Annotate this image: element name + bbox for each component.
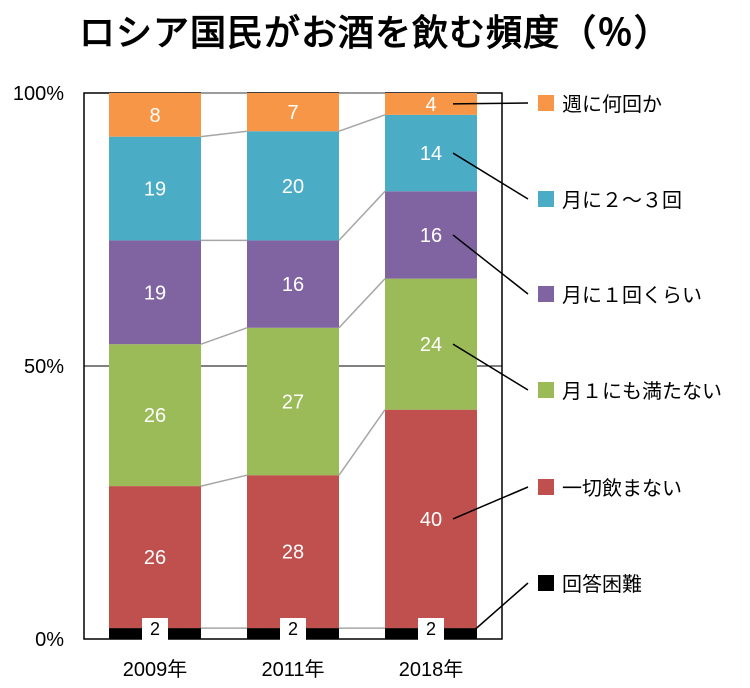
- legend-leader-line: [452, 486, 529, 520]
- legend-swatch: [538, 286, 554, 302]
- legend-leader-line: [452, 152, 529, 200]
- data-label: 24: [420, 334, 442, 356]
- y-tick-label: 100%: [13, 83, 64, 105]
- legend-swatch: [538, 382, 554, 398]
- bar-segment: [109, 344, 201, 487]
- data-label: 2: [426, 619, 436, 639]
- x-category-label: 2018年: [399, 658, 464, 681]
- legend-swatch: [538, 191, 554, 207]
- data-label-box: [280, 618, 306, 640]
- connector-line: [200, 130, 248, 138]
- x-category-label: 2011年: [261, 658, 324, 681]
- connector-line: [200, 474, 248, 487]
- data-label: 16: [282, 274, 304, 296]
- data-label: 40: [420, 509, 442, 531]
- legend-label: 月１にも満たない: [562, 379, 722, 403]
- bar-segment: [109, 136, 201, 241]
- data-label: 2: [288, 619, 298, 639]
- legend-label: 回答困難: [562, 572, 642, 596]
- bar-segment: [385, 191, 477, 279]
- data-label: 16: [420, 225, 442, 247]
- legend-leader-line: [452, 234, 529, 295]
- legend-swatch: [538, 95, 554, 111]
- bar-segment: [247, 327, 339, 476]
- legend-leader-line: [452, 343, 529, 391]
- data-label: 2: [150, 619, 160, 639]
- data-label: 26: [144, 405, 166, 427]
- x-category-label: 2009年: [123, 658, 188, 681]
- legend-label: 月に１回くらい: [562, 283, 702, 307]
- connector-line: [338, 409, 386, 476]
- bar-segment: [247, 93, 339, 132]
- legend-leader-line: [470, 582, 529, 634]
- legend-label: 一切飲まない: [562, 476, 682, 500]
- data-label: 20: [282, 176, 304, 198]
- bar-segment: [385, 114, 477, 192]
- data-label-box: [142, 618, 168, 640]
- legend-swatch: [538, 479, 554, 495]
- data-label: 4: [425, 94, 436, 116]
- legend-leader-line: [452, 102, 529, 105]
- connector-line: [200, 327, 248, 345]
- connector-line: [338, 278, 386, 329]
- data-label-box: [418, 618, 444, 640]
- connector-line: [338, 114, 386, 132]
- data-label: 28: [282, 542, 304, 564]
- data-label: 7: [287, 102, 298, 124]
- bar-segment: [385, 93, 477, 115]
- data-label: 19: [144, 179, 166, 201]
- legend-swatch: [538, 575, 554, 591]
- data-label: 19: [144, 282, 166, 304]
- bar-segment: [109, 93, 201, 137]
- bar-segment: [109, 240, 201, 345]
- legend-label: 月に２～３回: [562, 188, 682, 212]
- data-label: 26: [144, 547, 166, 569]
- data-label: 14: [420, 143, 442, 165]
- chart-title: ロシア国民がお酒を飲む頻度（％）: [78, 13, 671, 54]
- data-label: 27: [282, 391, 304, 413]
- connector-line: [338, 190, 386, 241]
- bar-segment: [247, 240, 339, 328]
- y-tick-label: 50%: [24, 356, 64, 378]
- bar-segment: [385, 409, 477, 629]
- bar-segment: [247, 475, 339, 629]
- legend-label: 週に何回か: [562, 92, 662, 116]
- bar-segment: [385, 278, 477, 410]
- bar-segment: [109, 486, 201, 629]
- y-tick-label: 0%: [35, 629, 64, 651]
- data-label: 8: [149, 105, 160, 127]
- bar-segment: [247, 131, 339, 241]
